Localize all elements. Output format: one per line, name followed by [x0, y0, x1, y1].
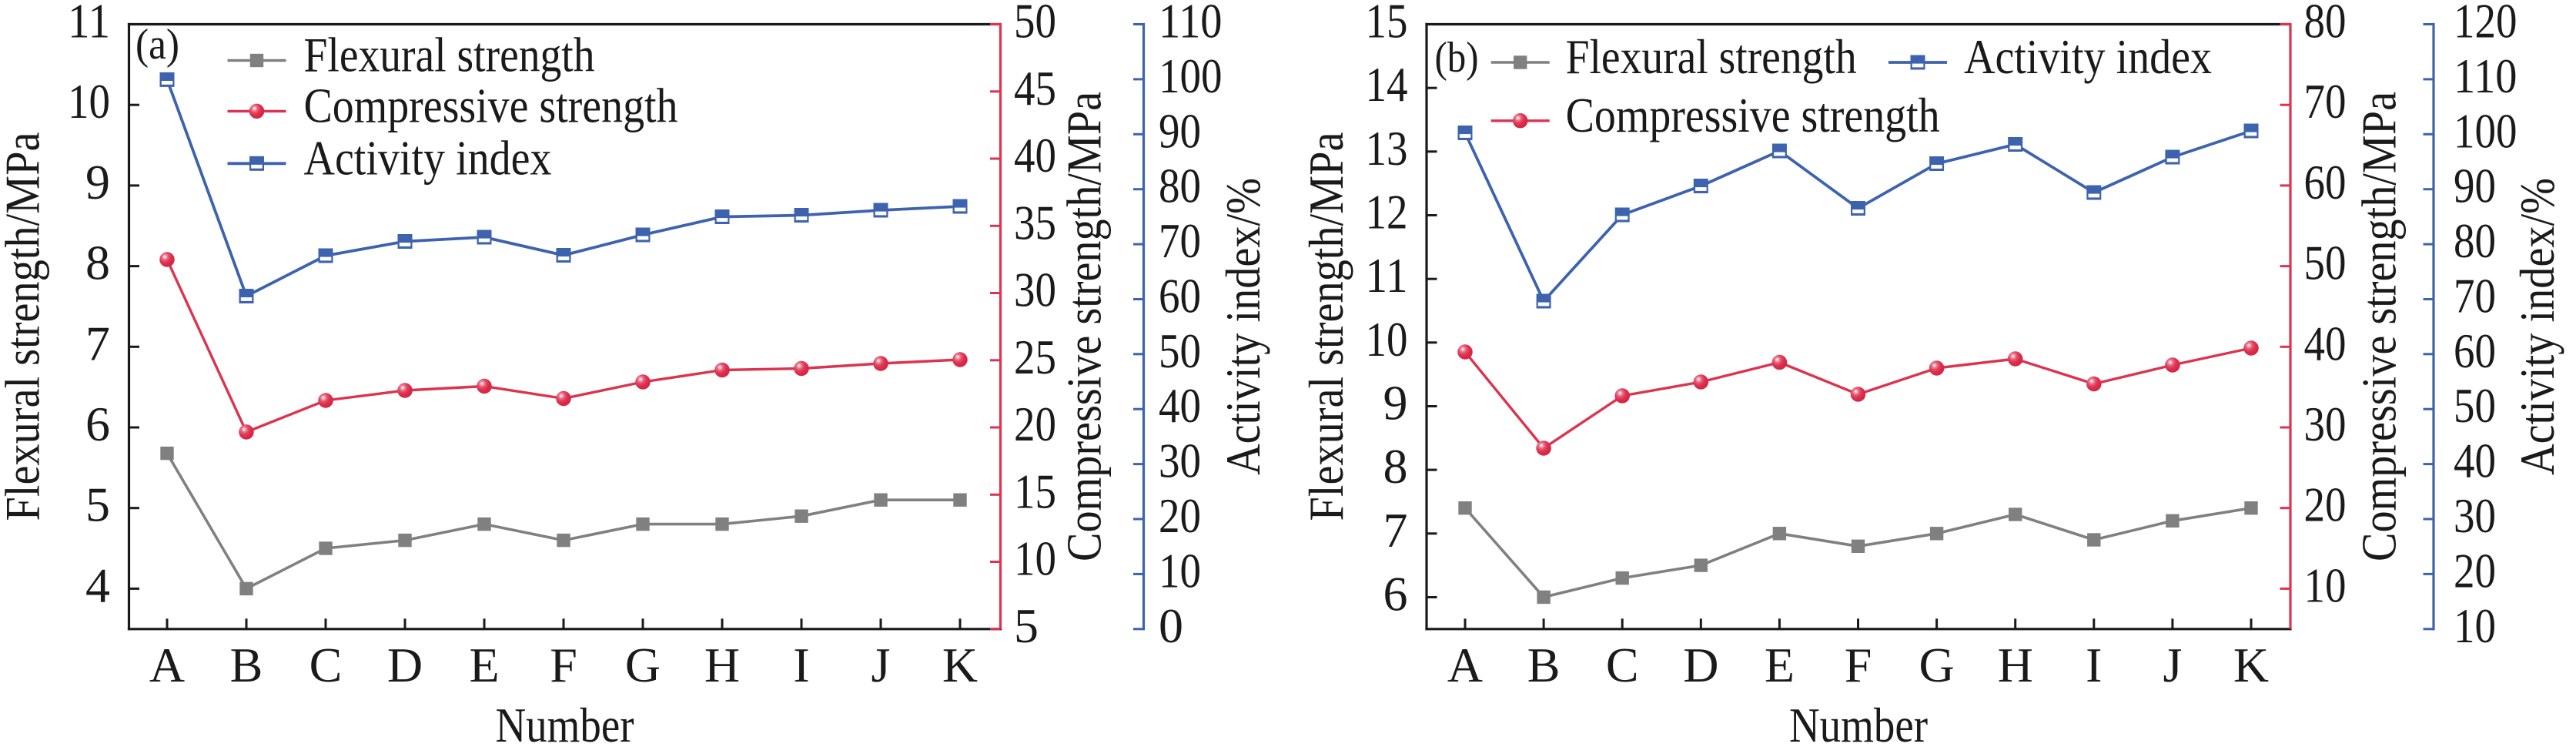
- svg-text:E: E: [469, 638, 499, 692]
- svg-text:8: 8: [1383, 439, 1408, 494]
- svg-text:D: D: [1683, 638, 1718, 692]
- svg-text:20: 20: [2304, 477, 2347, 532]
- svg-text:8: 8: [85, 236, 110, 290]
- svg-text:30: 30: [2304, 397, 2347, 451]
- svg-text:30: 30: [1159, 434, 1201, 488]
- svg-text:15: 15: [1014, 464, 1056, 518]
- svg-text:7: 7: [1383, 503, 1408, 558]
- svg-text:10: 10: [2454, 598, 2496, 653]
- svg-text:70: 70: [2304, 74, 2347, 129]
- svg-text:90: 90: [1159, 103, 1201, 158]
- svg-text:110: 110: [2454, 49, 2517, 103]
- svg-text:G: G: [1919, 638, 1954, 692]
- svg-text:Flexural strength/MPa: Flexural strength/MPa: [0, 132, 50, 521]
- svg-text:13: 13: [1366, 121, 1408, 176]
- svg-text:80: 80: [2304, 0, 2347, 49]
- svg-text:50: 50: [1159, 323, 1201, 378]
- svg-text:A: A: [149, 638, 185, 692]
- svg-text:40: 40: [1014, 128, 1056, 183]
- svg-text:11: 11: [68, 0, 110, 49]
- svg-text:0: 0: [1159, 598, 1183, 653]
- svg-text:Activity index/%: Activity index/%: [2510, 178, 2564, 475]
- svg-text:Number: Number: [496, 698, 634, 747]
- svg-text:(a): (a): [135, 21, 179, 69]
- svg-text:110: 110: [1159, 0, 1223, 49]
- svg-text:20: 20: [1159, 488, 1201, 543]
- svg-text:40: 40: [2304, 316, 2347, 370]
- svg-text:6: 6: [1383, 567, 1408, 621]
- svg-text:40: 40: [1159, 378, 1201, 433]
- svg-text:9: 9: [1383, 376, 1408, 430]
- svg-text:20: 20: [2454, 543, 2496, 598]
- svg-text:C: C: [309, 638, 343, 692]
- svg-text:Number: Number: [1789, 698, 1928, 747]
- svg-text:10: 10: [1014, 531, 1056, 586]
- svg-text:J: J: [871, 638, 891, 692]
- svg-text:50: 50: [2454, 378, 2496, 433]
- svg-text:K: K: [2233, 638, 2269, 692]
- svg-text:Compressive strength: Compressive strength: [304, 78, 678, 132]
- svg-text:10: 10: [68, 74, 110, 129]
- svg-text:25: 25: [1014, 330, 1056, 384]
- svg-text:70: 70: [1159, 213, 1201, 268]
- svg-text:I: I: [2086, 638, 2102, 692]
- svg-text:7: 7: [85, 316, 110, 370]
- svg-text:100: 100: [1159, 49, 1223, 103]
- svg-text:90: 90: [2454, 159, 2496, 213]
- svg-text:80: 80: [1159, 159, 1201, 213]
- svg-text:F: F: [550, 638, 577, 692]
- svg-text:Compressive strength/MPa: Compressive strength/MPa: [2352, 92, 2407, 561]
- svg-text:30: 30: [1014, 263, 1056, 317]
- svg-text:F: F: [1845, 638, 1872, 692]
- svg-text:15: 15: [1366, 0, 1408, 49]
- svg-text:Activity index/%: Activity index/%: [1216, 178, 1270, 475]
- svg-text:80: 80: [2454, 213, 2496, 268]
- svg-text:10: 10: [1159, 543, 1201, 598]
- svg-text:12: 12: [1366, 185, 1408, 240]
- svg-text:10: 10: [1366, 312, 1408, 367]
- svg-text:Activity index: Activity index: [304, 130, 552, 185]
- svg-text:60: 60: [2454, 323, 2496, 378]
- svg-text:C: C: [1606, 638, 1639, 692]
- svg-text:B: B: [230, 638, 263, 692]
- svg-text:Activity index: Activity index: [1964, 29, 2212, 84]
- svg-text:Flexural strength: Flexural strength: [304, 28, 595, 82]
- svg-text:5: 5: [1014, 598, 1039, 653]
- svg-text:120: 120: [2454, 0, 2517, 49]
- svg-text:10: 10: [2304, 558, 2347, 612]
- svg-text:E: E: [1765, 638, 1795, 692]
- svg-text:Flexural strength: Flexural strength: [1566, 29, 1857, 84]
- svg-text:20: 20: [1014, 397, 1056, 451]
- svg-text:Compressive strength: Compressive strength: [1566, 88, 1940, 142]
- svg-text:50: 50: [1014, 0, 1056, 49]
- svg-text:11: 11: [1366, 248, 1408, 303]
- svg-text:14: 14: [1366, 57, 1408, 112]
- svg-text:60: 60: [2304, 155, 2347, 209]
- svg-text:J: J: [2163, 638, 2182, 692]
- svg-text:45: 45: [1014, 61, 1056, 116]
- svg-text:H: H: [704, 638, 740, 692]
- svg-text:35: 35: [1014, 195, 1056, 250]
- svg-text:9: 9: [85, 155, 110, 209]
- svg-text:H: H: [1998, 638, 2033, 692]
- svg-text:K: K: [942, 638, 978, 692]
- svg-text:60: 60: [1159, 269, 1201, 323]
- svg-text:A: A: [1447, 638, 1483, 692]
- svg-text:6: 6: [85, 397, 110, 451]
- svg-text:Flexural strength/MPa: Flexural strength/MPa: [1299, 132, 1353, 521]
- svg-text:G: G: [625, 638, 661, 692]
- svg-text:(b): (b): [1435, 34, 1479, 82]
- svg-text:5: 5: [85, 477, 110, 532]
- svg-text:I: I: [793, 638, 809, 692]
- svg-text:40: 40: [2454, 434, 2496, 488]
- svg-text:B: B: [1527, 638, 1561, 692]
- svg-text:Compressive strength/MPa: Compressive strength/MPa: [1057, 92, 1112, 561]
- svg-text:100: 100: [2454, 103, 2517, 158]
- svg-text:50: 50: [2304, 236, 2347, 290]
- svg-text:70: 70: [2454, 269, 2496, 323]
- svg-text:30: 30: [2454, 488, 2496, 543]
- svg-text:D: D: [387, 638, 423, 692]
- svg-text:4: 4: [85, 558, 110, 612]
